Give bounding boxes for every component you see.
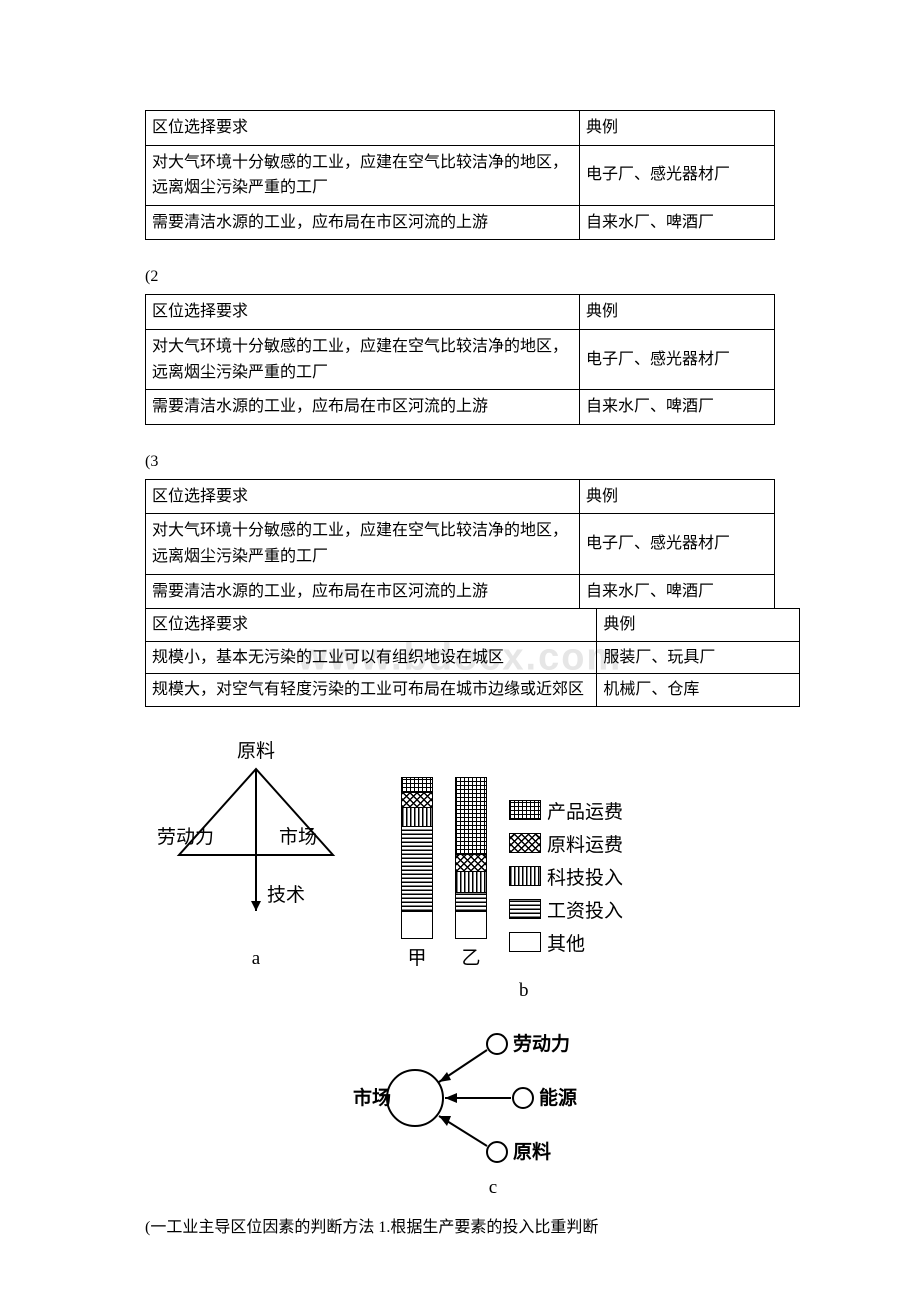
tri-bottom-label: 技术 <box>267 884 305 906</box>
section-label-3: (3 <box>145 453 775 471</box>
caption-b: b <box>519 980 529 1002</box>
table-2: 区位选择要求 典例 对大气环境十分敏感的工业，应建在空气比较洁净的地区，远离烟尘… <box>145 294 775 424</box>
svg-text:市场: 市场 <box>353 1086 391 1109</box>
diagram-c: 市场 劳动力 能源 原料 c <box>305 1020 625 1199</box>
legend-swatch <box>509 800 541 820</box>
th-req: 区位选择要求 <box>146 111 580 146</box>
svg-text:劳动力: 劳动力 <box>513 1032 570 1055</box>
bars-group: 甲 乙 <box>401 777 487 970</box>
table-4: 区位选择要求 典例 规模小，基本无污染的工业可以有组织地设在城区 服装厂、玩具厂… <box>145 608 800 707</box>
caption-c: c <box>361 1177 625 1199</box>
bar-jia-label: 甲 <box>407 943 426 970</box>
tri-left-label: 劳动力 <box>157 826 214 848</box>
bar-yi <box>455 777 487 939</box>
legend-item: 产品运费 <box>509 797 623 824</box>
legend-label: 原料运费 <box>547 830 623 857</box>
bottom-text: (一工业主导区位因素的判断方法 1.根据生产要素的投入比重判断 <box>145 1213 775 1237</box>
bar-jia <box>401 777 433 939</box>
cell-ex: 自来水厂、啤酒厂 <box>580 205 775 240</box>
triangle-icon: 原料 劳动力 市场 技术 <box>151 735 361 935</box>
svg-text:原料: 原料 <box>513 1140 551 1163</box>
diagram-c-svg: 市场 劳动力 能源 原料 <box>305 1020 625 1170</box>
legend-item: 科技投入 <box>509 863 623 890</box>
tri-top-label: 原料 <box>237 740 275 762</box>
bar-yi-label: 乙 <box>461 943 480 970</box>
diagram-b: 甲 乙 产品运费原料运费科技投入工资投入其他 <box>401 777 623 970</box>
legend-swatch <box>509 932 541 952</box>
legend-item: 其他 <box>509 929 623 956</box>
legend-swatch <box>509 833 541 853</box>
section-label-2: (2 <box>145 268 775 286</box>
legend-label: 科技投入 <box>547 863 623 890</box>
table-1: 区位选择要求 典例 对大气环境十分敏感的工业，应建在空气比较洁净的地区，远离烟尘… <box>145 110 775 240</box>
legend-swatch <box>509 866 541 886</box>
legend-swatch <box>509 899 541 919</box>
legend-item: 原料运费 <box>509 830 623 857</box>
legend-label: 产品运费 <box>547 797 623 824</box>
svg-text:能源: 能源 <box>539 1086 577 1109</box>
table-3: 区位选择要求 典例 对大气环境十分敏感的工业，应建在空气比较洁净的地区，远离烟尘… <box>145 479 775 609</box>
diagram-a: 原料 劳动力 市场 技术 a <box>151 735 361 970</box>
legend-label: 工资投入 <box>547 896 623 923</box>
cell-ex: 电子厂、感光器材厂 <box>580 145 775 205</box>
legend-item: 工资投入 <box>509 896 623 923</box>
diagram-row-ab: 原料 劳动力 市场 技术 a 甲 <box>151 735 775 1002</box>
caption-a: a <box>151 948 361 970</box>
legend-b: 产品运费原料运费科技投入工资投入其他 <box>509 797 623 956</box>
tri-right-label: 市场 <box>279 826 317 848</box>
th-ex: 典例 <box>580 111 775 146</box>
cell-req: 对大气环境十分敏感的工业，应建在空气比较洁净的地区，远离烟尘污染严重的工厂 <box>146 145 580 205</box>
cell-req: 需要清洁水源的工业，应布局在市区河流的上游 <box>146 205 580 240</box>
legend-label: 其他 <box>547 929 585 956</box>
